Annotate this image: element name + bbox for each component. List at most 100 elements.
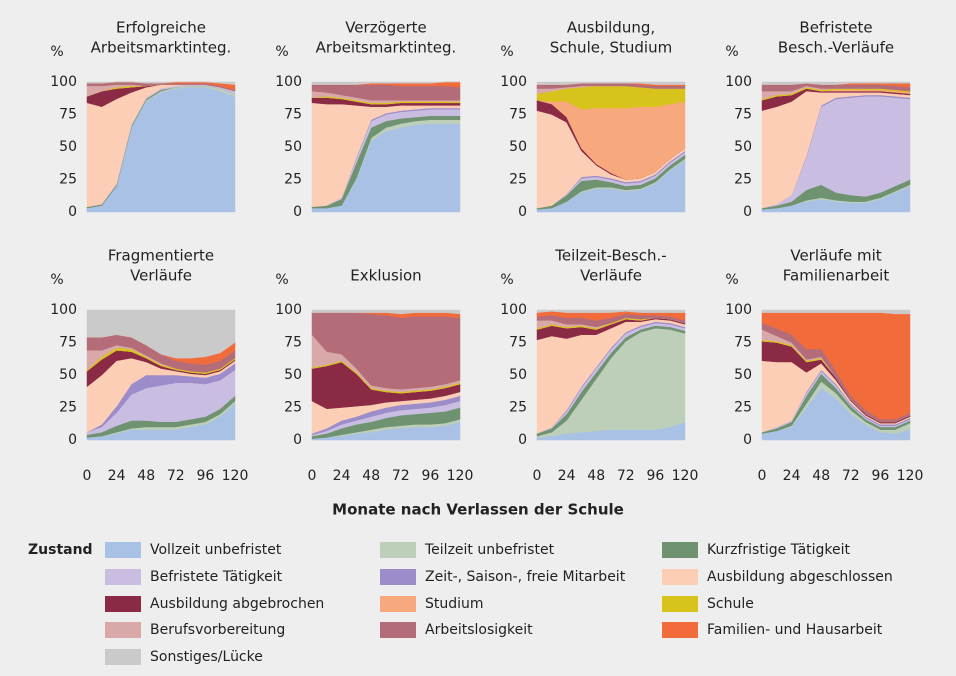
x-tick-label: 120 (447, 468, 474, 484)
legend-label: Ausbildung abgeschlossen (707, 569, 893, 585)
legend-swatch (105, 622, 141, 638)
y-tick-label: 75 (284, 107, 302, 123)
y-tick-label: 25 (59, 172, 77, 188)
y-tick-label: 100 (500, 74, 527, 90)
y-tick-label: 100 (50, 302, 77, 318)
legend-swatch (380, 569, 416, 585)
legend-label: Kurzfristige Tätigkeit (707, 542, 851, 558)
x-tick-label: 96 (196, 468, 214, 484)
x-tick-label: 72 (167, 468, 185, 484)
y-tick-label: 75 (509, 335, 527, 351)
legend-label: Familien- und Hausarbeit (707, 622, 883, 638)
legend-label: Sonstiges/Lücke (150, 649, 263, 665)
legend-label: Studium (425, 596, 484, 612)
area (311, 81, 460, 85)
area (311, 309, 461, 315)
y-axis-label: % (275, 44, 288, 60)
y-tick-label: 75 (509, 107, 527, 123)
y-tick-label: 50 (509, 367, 527, 383)
y-tick-label: 100 (275, 74, 302, 90)
area (761, 81, 911, 85)
y-tick-label: 50 (284, 139, 302, 155)
x-tick-label: 48 (137, 468, 155, 484)
y-tick-label: 100 (500, 302, 527, 318)
x-tick-label: 0 (758, 468, 767, 484)
chart-title: Besch.-Verläufe (778, 39, 894, 57)
y-tick-label: 0 (68, 204, 77, 220)
y-tick-label: 0 (518, 204, 527, 220)
chart-title: Arbeitsmarktinteg. (316, 39, 457, 57)
area (536, 309, 686, 313)
legend-swatch (380, 542, 416, 558)
y-tick-label: 75 (59, 335, 77, 351)
legend-swatch (105, 569, 141, 585)
chart-title: Verzögerte (345, 19, 427, 37)
x-tick-label: 48 (812, 468, 830, 484)
y-axis-label: % (50, 44, 63, 60)
legend-swatch (105, 542, 141, 558)
x-tick-label: 0 (533, 468, 542, 484)
x-tick-label: 0 (83, 468, 92, 484)
y-tick-label: 50 (509, 139, 527, 155)
chart-title: Verläufe mit (790, 247, 881, 265)
legend-swatch (662, 596, 698, 612)
legend-label: Ausbildung abgebrochen (150, 596, 324, 612)
legend-label: Befristete Tätigkeit (150, 569, 283, 585)
y-tick-label: 50 (734, 367, 752, 383)
y-tick-label: 25 (734, 400, 752, 416)
legend-swatch (380, 596, 416, 612)
y-axis-label: % (725, 44, 738, 60)
x-axis-label: Monate nach Verlassen der Schule (332, 501, 624, 519)
chart-title: Schule, Studium (550, 39, 672, 57)
legend-swatch (105, 649, 141, 665)
chart-title: Ausbildung, (567, 19, 655, 37)
x-tick-label: 120 (897, 468, 924, 484)
chart-title: Teilzeit-Besch.- (554, 247, 666, 265)
y-axis-label: % (500, 272, 513, 288)
legend-label: Berufsvorbereitung (150, 622, 285, 638)
chart-title: Familienarbeit (783, 267, 890, 285)
y-tick-label: 50 (284, 367, 302, 383)
x-tick-label: 96 (421, 468, 439, 484)
x-tick-label: 96 (646, 468, 664, 484)
y-axis-label: % (275, 272, 288, 288)
y-axis-label: % (500, 44, 513, 60)
x-tick-label: 24 (108, 468, 126, 484)
legend-label: Zeit-, Saison-, freie Mitarbeit (425, 569, 626, 585)
chart-title: Erfolgreiche (116, 19, 206, 37)
x-tick-label: 120 (222, 468, 249, 484)
legend-label: Schule (707, 596, 754, 612)
legend-label: Vollzeit unbefristet (150, 542, 282, 558)
y-tick-label: 25 (734, 172, 752, 188)
y-tick-label: 0 (293, 432, 302, 448)
legend-swatch (662, 569, 698, 585)
area (761, 309, 911, 315)
x-tick-label: 96 (871, 468, 889, 484)
x-tick-label: 24 (333, 468, 351, 484)
y-tick-label: 100 (275, 302, 302, 318)
area (536, 81, 686, 85)
chart-title: Exklusion (350, 267, 421, 285)
x-tick-label: 120 (672, 468, 699, 484)
chart-title: Befristete (799, 19, 872, 37)
y-tick-label: 100 (50, 74, 77, 90)
y-tick-label: 100 (725, 74, 752, 90)
x-tick-label: 0 (308, 468, 317, 484)
x-tick-label: 48 (362, 468, 380, 484)
x-tick-label: 24 (783, 468, 801, 484)
y-tick-label: 25 (509, 400, 527, 416)
chart-title: Fragmentierte (108, 247, 214, 265)
area (86, 81, 236, 85)
legend-swatch (380, 622, 416, 638)
y-tick-label: 50 (59, 367, 77, 383)
y-tick-label: 75 (734, 107, 752, 123)
y-tick-label: 100 (725, 302, 752, 318)
y-tick-label: 75 (734, 335, 752, 351)
x-tick-label: 72 (392, 468, 410, 484)
y-tick-label: 0 (293, 204, 302, 220)
y-tick-label: 25 (284, 172, 302, 188)
x-tick-label: 24 (558, 468, 576, 484)
y-tick-label: 0 (743, 204, 752, 220)
y-tick-label: 25 (509, 172, 527, 188)
legend-swatch (105, 596, 141, 612)
